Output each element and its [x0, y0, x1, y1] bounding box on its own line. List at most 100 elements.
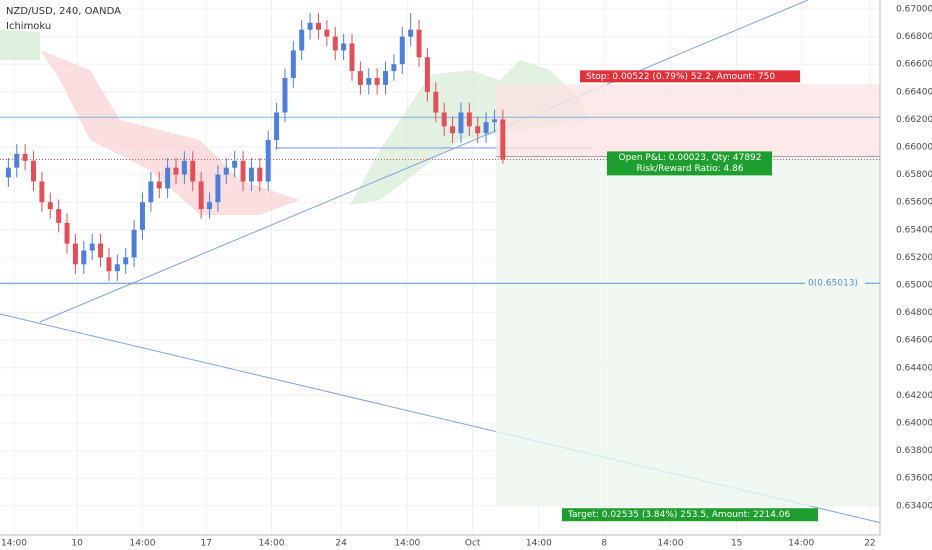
cloud: [0, 30, 40, 60]
fib-label: 0(0.65013): [808, 279, 858, 289]
candle-body: [265, 140, 271, 182]
y-tick-label: 0.66800: [896, 32, 932, 42]
candle-body: [332, 36, 338, 51]
candle-body: [433, 91, 439, 113]
candle-body: [466, 112, 472, 127]
candle-body: [357, 71, 363, 85]
candle-body: [139, 202, 145, 230]
y-tick-label: 0.65400: [896, 225, 932, 235]
candle-body: [349, 43, 355, 72]
candle-body: [383, 71, 389, 85]
candles: [5, 13, 506, 281]
x-tick-label: 10: [71, 539, 83, 549]
pnl-label-bg: [607, 151, 772, 176]
candle-body: [72, 243, 78, 265]
y-tick-label: 0.64000: [896, 418, 932, 428]
stop-zone: [495, 84, 880, 157]
candle-body: [39, 181, 45, 203]
candle-body: [391, 64, 397, 72]
stop-label: Stop: 0.00522 (0.79%) 52.2, Amount: 750: [586, 72, 775, 82]
candle-body: [5, 167, 11, 178]
y-tick-label: 0.63400: [896, 501, 932, 511]
candle-body: [106, 257, 112, 272]
candle-body: [299, 29, 305, 51]
price-axis: [880, 0, 932, 550]
y-tick-label: 0.66000: [896, 142, 932, 152]
cloud: [40, 50, 300, 215]
candle-body: [89, 243, 95, 251]
candle-body: [408, 29, 414, 37]
position: [0, 84, 880, 507]
y-tick-label: 0.63800: [896, 446, 932, 456]
x-tick-label: 14:00: [526, 539, 552, 549]
candle-body: [282, 77, 288, 113]
target-zone: [495, 156, 880, 507]
x-tick-label: 8: [601, 539, 607, 549]
y-tick-label: 0.66600: [896, 60, 932, 70]
y-tick-label: 0.64600: [896, 336, 932, 346]
y-tick-label: 0.66400: [896, 87, 932, 97]
x-tick-label: 14:00: [130, 539, 156, 549]
candle-body: [374, 77, 380, 85]
y-tick-label: 0.66200: [896, 115, 932, 125]
x-tick-label: 22: [864, 539, 875, 549]
candle-body: [114, 264, 120, 272]
candle-body: [165, 167, 171, 189]
candle-body: [257, 167, 263, 182]
candle-body: [181, 160, 187, 175]
target-label: Target: 0.02535 (3.84%) 253.5, Amount: 2…: [567, 510, 791, 520]
candle-body: [223, 167, 229, 175]
candle-body: [248, 167, 254, 182]
candle-body: [341, 43, 347, 51]
target-label-bg: [562, 508, 818, 522]
candle-body: [198, 181, 204, 210]
x-tick-label: 15: [731, 539, 742, 549]
candle-body: [81, 250, 87, 265]
candle-body: [173, 167, 179, 175]
x-tick-label: 14:00: [394, 539, 420, 549]
candle-body: [324, 29, 330, 37]
candle-body: [500, 119, 506, 160]
x-tick-label: 14:00: [788, 539, 814, 549]
y-tick-label: 0.64400: [896, 363, 932, 373]
x-tick-label: 24: [335, 539, 347, 549]
candle-body: [399, 36, 405, 65]
candle-body: [232, 160, 238, 168]
x-tick-label: 14:00: [658, 539, 684, 549]
stop-label-bg: [580, 70, 800, 83]
candle-body: [475, 126, 481, 134]
candle-body: [148, 181, 154, 203]
chart-title: NZD/USD, 240, OANDA: [6, 6, 121, 17]
candle-body: [56, 209, 62, 223]
candle-body: [424, 57, 430, 92]
candle-body: [98, 243, 104, 258]
candle-body: [366, 77, 372, 85]
candle-body: [416, 29, 422, 58]
candle-body: [207, 202, 213, 210]
candle-body: [156, 181, 162, 189]
y-tick-label: 0.67000: [896, 4, 932, 14]
candle-body: [450, 126, 456, 134]
candle-body: [315, 22, 321, 30]
candle-body: [491, 119, 497, 123]
y-tick-label: 0.65800: [896, 170, 932, 180]
candle-body: [441, 112, 447, 127]
candle-body: [458, 112, 464, 134]
candle-body: [307, 22, 313, 30]
y-tick-label: 0.65200: [896, 253, 932, 263]
candle-body: [274, 112, 280, 141]
candle-body: [131, 229, 137, 258]
candle-body: [215, 174, 221, 203]
candle-body: [240, 160, 246, 182]
axes: 0.67000 0.66800 0.66600 0.66400 0.66200 0.660…: [1, 4, 932, 548]
candle-body: [290, 50, 296, 78]
candle-body: [483, 122, 489, 134]
y-tick-label: 0.64800: [896, 308, 932, 318]
trend-line: [39, 0, 809, 323]
candle-body: [31, 160, 37, 182]
candle-body: [22, 153, 28, 161]
y-tick-label: 0.65600: [896, 198, 932, 208]
indicator-label: Ichimoku: [6, 21, 51, 32]
y-tick-label: 0.64200: [896, 391, 932, 401]
